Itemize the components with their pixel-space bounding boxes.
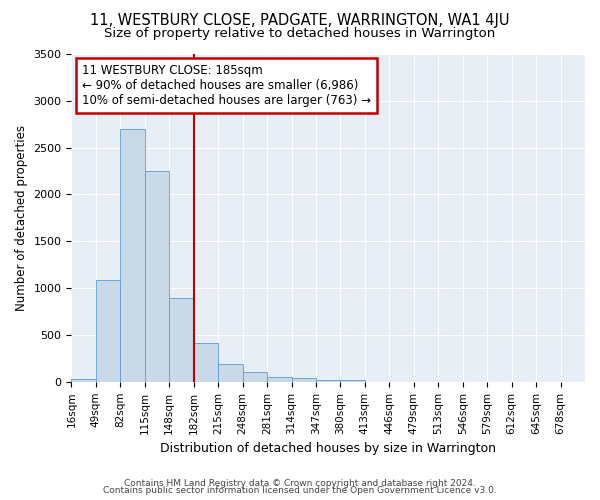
Y-axis label: Number of detached properties: Number of detached properties [15, 125, 28, 311]
X-axis label: Distribution of detached houses by size in Warrington: Distribution of detached houses by size … [160, 442, 496, 455]
Bar [218, 364, 242, 382]
Text: Contains public sector information licensed under the Open Government Licence v3: Contains public sector information licen… [103, 486, 497, 495]
Text: Contains HM Land Registry data © Crown copyright and database right 2024.: Contains HM Land Registry data © Crown c… [124, 478, 476, 488]
Bar [292, 378, 316, 382]
Text: 11 WESTBURY CLOSE: 185sqm
← 90% of detached houses are smaller (6,986)
10% of se: 11 WESTBURY CLOSE: 185sqm ← 90% of detac… [82, 64, 371, 107]
Bar [194, 343, 218, 382]
Bar [96, 280, 121, 382]
Bar [267, 376, 292, 382]
Bar [71, 379, 96, 382]
Text: Size of property relative to detached houses in Warrington: Size of property relative to detached ho… [104, 28, 496, 40]
Text: 11, WESTBURY CLOSE, PADGATE, WARRINGTON, WA1 4JU: 11, WESTBURY CLOSE, PADGATE, WARRINGTON,… [90, 12, 510, 28]
Bar [145, 171, 169, 382]
Bar [316, 380, 340, 382]
Bar [340, 380, 365, 382]
Bar [121, 129, 145, 382]
Bar [242, 372, 267, 382]
Bar [169, 298, 194, 382]
